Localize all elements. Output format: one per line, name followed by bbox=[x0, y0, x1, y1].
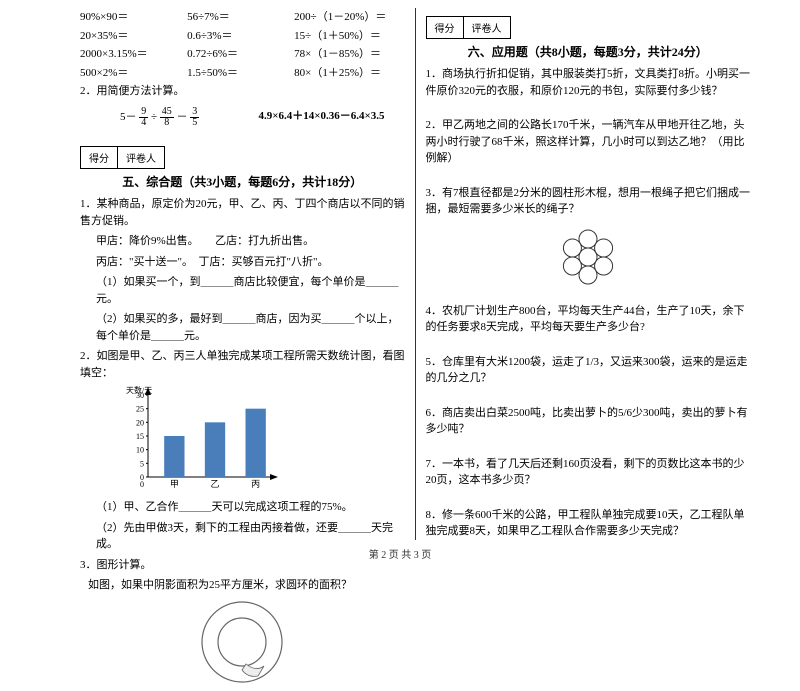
denom: 8 bbox=[162, 118, 171, 128]
calc-cell: 56÷7%＝ bbox=[187, 8, 294, 27]
score-box: 得分 评卷人 bbox=[80, 146, 405, 169]
denom: 5 bbox=[190, 118, 199, 128]
calc-cell: 90%×90＝ bbox=[80, 8, 187, 27]
frac-expr-left: 5－ 94 ÷ 458 － 35 bbox=[120, 107, 199, 128]
calc-cell: 80×（1＋25%）＝ bbox=[294, 64, 401, 83]
ring-figure bbox=[80, 598, 405, 691]
q2-label: 2．用简便方法计算。 bbox=[80, 83, 405, 100]
text: 5－ bbox=[120, 111, 137, 123]
reviewer-label: 评卷人 bbox=[118, 146, 165, 169]
left-column: 90%×90＝ 56÷7%＝ 200÷（1－20%）＝ 20×35%＝ 0.6÷… bbox=[70, 8, 416, 540]
calc-cell: 0.6÷3%＝ bbox=[187, 27, 294, 46]
svg-text:丙: 丙 bbox=[251, 479, 260, 489]
q4: 4．农机厂计划生产800台，平均每天生产44台，生产了10天，余下的任务要求8天… bbox=[426, 303, 751, 336]
section-5-title: 五、综合题（共3小题，每题6分，共计18分） bbox=[80, 173, 405, 190]
calc-cell: 20×35%＝ bbox=[80, 27, 187, 46]
denom: 4 bbox=[139, 118, 148, 128]
expr-right: 4.9×6.4＋14×0.36－6.4×3.5 bbox=[258, 107, 384, 128]
score-label: 得分 bbox=[426, 16, 464, 39]
svg-text:10: 10 bbox=[136, 446, 144, 455]
q3: 3．有7根直径都是2分米的圆柱形木棍，想用一根绳子把它们捆成一捆，最短需要多少米… bbox=[426, 185, 751, 218]
q7: 7．一本书，看了几天后还剩160页没看，剩下的页数比这本书的少20页，这本书多少… bbox=[426, 456, 751, 489]
svg-text:0: 0 bbox=[140, 480, 144, 489]
svg-text:15: 15 bbox=[136, 432, 144, 441]
bar-chart: 051015202530天数/天0甲乙丙 bbox=[120, 385, 280, 495]
reviewer-label: 评卷人 bbox=[464, 16, 511, 39]
calc-cell: 200÷（1－20%）＝ bbox=[294, 8, 401, 27]
right-column: 得分 评卷人 六、应用题（共8小题，每题3分，共计24分） 1．商场执行折扣促销… bbox=[416, 8, 761, 540]
p2a-line: （1）甲、乙合作＿＿＿天可以完成这项工程的75%。 bbox=[80, 499, 405, 516]
calc-cell: 2000×3.15%＝ bbox=[80, 45, 187, 64]
p1-line: 甲店：降价9%出售。 乙店：打九折出售。 bbox=[80, 233, 405, 250]
calc-cell: 1.5÷50%＝ bbox=[187, 64, 294, 83]
score-box: 得分 评卷人 bbox=[426, 16, 751, 39]
p1-line: 丙店："买十送一"。 丁店：买够百元打"八折"。 bbox=[80, 254, 405, 271]
svg-text:天数/天: 天数/天 bbox=[126, 385, 152, 395]
q5: 5．仓库里有大米1200袋，运走了1/3，又运来300袋，运来的是运走的几分之几… bbox=[426, 354, 751, 387]
calc-cell: 78×（1－85%）＝ bbox=[294, 45, 401, 64]
fraction-row: 5－ 94 ÷ 458 － 35 4.9×6.4＋14×0.36－6.4×3.5 bbox=[80, 103, 405, 138]
q2: 2．甲乙两地之间的公路长170千米，一辆汽车从甲地开往乙地，头两小时行驶了68千… bbox=[426, 117, 751, 167]
p2-line: 2．如图是甲、乙、丙三人单独完成某项工程所需天数统计图，看图填空： bbox=[80, 348, 405, 381]
svg-text:乙: 乙 bbox=[210, 479, 219, 489]
calc-cell: 500×2%＝ bbox=[80, 64, 187, 83]
p3b-line: 如图，如果中阴影面积为25平方厘米，求圆环的面积？ bbox=[80, 577, 405, 594]
calc-cell: 15÷（1＋50%）＝ bbox=[294, 27, 401, 46]
section-6-title: 六、应用题（共8小题，每题3分，共计24分） bbox=[426, 43, 751, 60]
fraction: 94 bbox=[139, 107, 148, 128]
svg-text:甲: 甲 bbox=[170, 479, 179, 489]
p1-line: （1）如果买一个，到＿＿＿商店比较便宜，每个单价是＿＿＿元。 bbox=[80, 274, 405, 307]
svg-text:5: 5 bbox=[140, 460, 144, 469]
page: 90%×90＝ 56÷7%＝ 200÷（1－20%）＝ 20×35%＝ 0.6÷… bbox=[0, 0, 800, 540]
circles-figure bbox=[426, 222, 751, 295]
op: － bbox=[177, 111, 188, 123]
q6: 6．商店卖出白菜2500吨，比卖出萝卜的5/6少300吨，卖出的萝卜有多少吨？ bbox=[426, 405, 751, 438]
score-label: 得分 bbox=[80, 146, 118, 169]
calc-cell: 0.72÷6%＝ bbox=[187, 45, 294, 64]
svg-text:20: 20 bbox=[136, 419, 144, 428]
q8: 8．修一条600千米的公路，甲工程队单独完成要10天，乙工程队单独完成要8天，如… bbox=[426, 507, 751, 540]
calc-grid: 90%×90＝ 56÷7%＝ 200÷（1－20%）＝ 20×35%＝ 0.6÷… bbox=[80, 8, 405, 83]
p1-line: （2）如果买的多，最好到＿＿＿商店，因为买＿＿＿个以上，每个单价是＿＿＿元。 bbox=[80, 311, 405, 344]
svg-text:25: 25 bbox=[136, 405, 144, 414]
op: ÷ bbox=[151, 111, 157, 123]
fraction: 35 bbox=[190, 107, 199, 128]
q1: 1．商场执行折扣促销，其中服装类打5折，文具类打8折。小明买一件原价320元的衣… bbox=[426, 66, 751, 99]
fraction: 458 bbox=[160, 107, 174, 128]
page-footer: 第 2 页 共 3 页 bbox=[0, 546, 800, 561]
p1-line: 1．某种商品，原定价为20元，甲、乙、丙、丁四个商店以不同的销售方促销。 bbox=[80, 196, 405, 229]
